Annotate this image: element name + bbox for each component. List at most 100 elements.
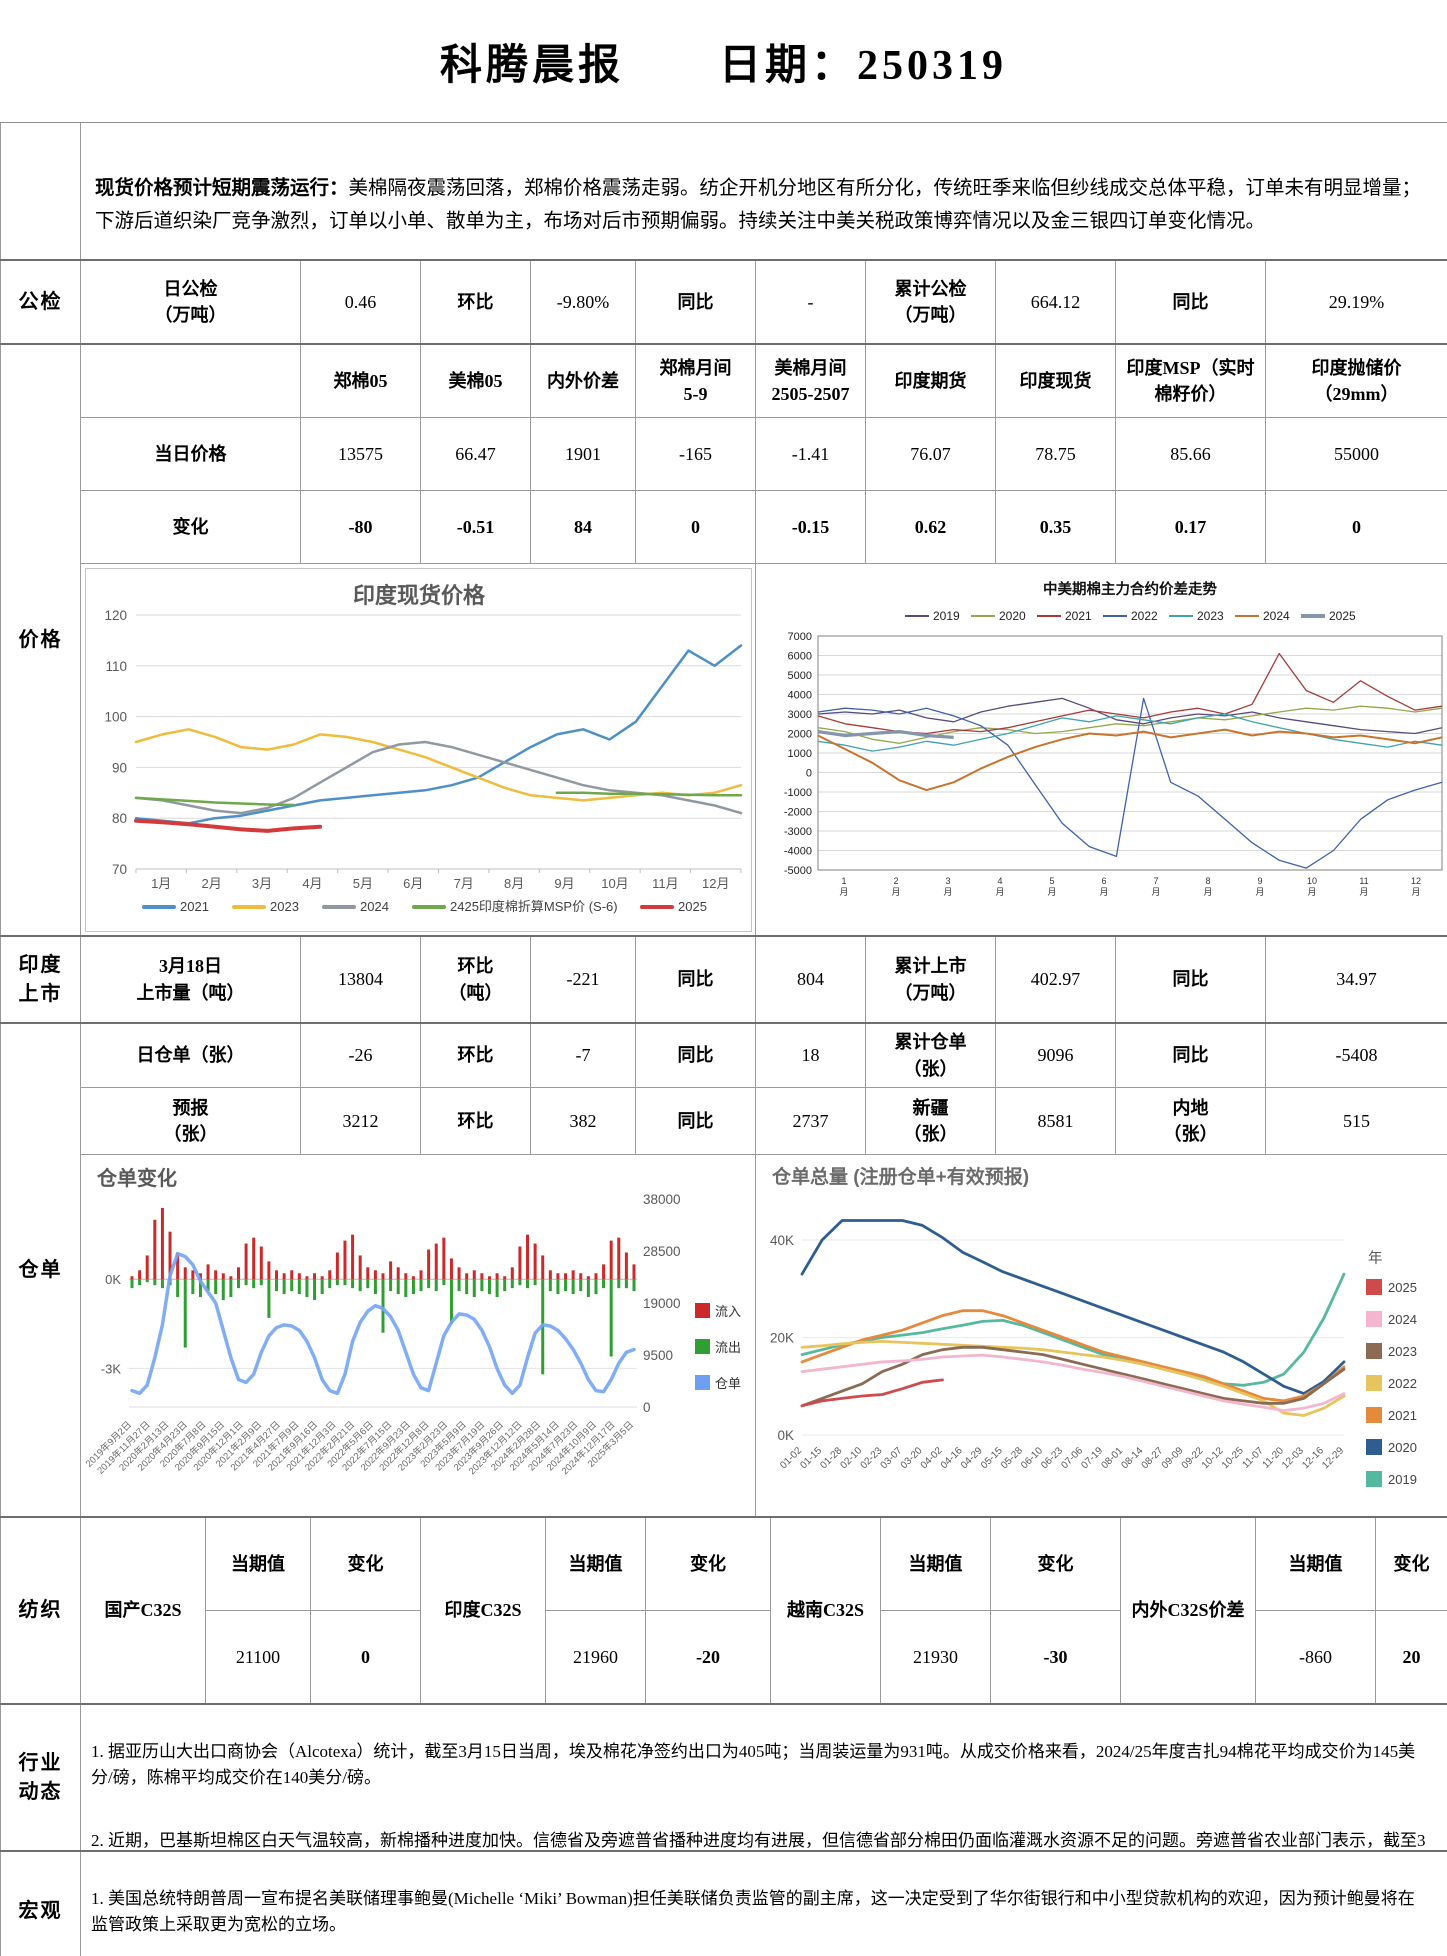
daily-receipt-value: -26 <box>300 1024 420 1087</box>
svg-text:11-07: 11-07 <box>1240 1445 1266 1471</box>
svg-text:-2000: -2000 <box>784 807 812 819</box>
cn-us-spread-chart: 中美期棉主力合约价差走势 2019 2020 2021 2022 2023 2024 2025… <box>755 563 1447 935</box>
cum-receipt-yoy-label: 同比 <box>1115 1024 1265 1087</box>
svg-text:3: 3 <box>945 876 950 886</box>
industry-news-item-2: 2. 近期，巴基斯坦棉区白天气温较高，新棉播种进度加快。信德省及旁遮普省播种进度… <box>91 1831 1426 1850</box>
svg-text:印度现货价格: 印度现货价格 <box>353 583 486 608</box>
india-spot-chart: 印度现货价格 70 80 90 100 110 120 1月 2月 3月 4月 5月 6月 7月 8月 9月 1… <box>80 563 755 935</box>
svg-text:12-03: 12-03 <box>1280 1445 1306 1471</box>
col-india-reserve: 印度抛储价 （29mm） <box>1265 345 1447 417</box>
svg-text:05-15: 05-15 <box>979 1445 1005 1471</box>
svg-text:3000: 3000 <box>788 709 812 721</box>
change-meimian-calendar: -0.15 <box>755 490 865 563</box>
intro-spacer <box>0 123 80 259</box>
svg-text:01-28: 01-28 <box>818 1445 844 1471</box>
svg-text:2024: 2024 <box>1388 1312 1417 1327</box>
svg-text:8月: 8月 <box>504 876 524 891</box>
macro-section: 宏观 1. 美国总统特朗普周一宣布提名美联储理事鲍曼(Michelle ‘Mik… <box>0 1850 1447 1956</box>
price-section: 价格 郑棉05 美棉05 内外价差 郑棉月间 5-9 美棉月间 2505-250… <box>0 343 1447 935</box>
svg-text:2025: 2025 <box>678 899 707 914</box>
industry-news-item-1: 1. 据亚历山大出口商协会（Alcotexa）统计，截至3月15日当周，埃及棉花… <box>91 1741 1416 1787</box>
cum-inspection-yoy-label: 同比 <box>1115 261 1265 343</box>
inspection-yoy-label: 同比 <box>635 261 755 343</box>
xinjiang-value: 8581 <box>995 1087 1115 1154</box>
svg-text:09-22: 09-22 <box>1180 1445 1206 1471</box>
india-spot-chart-canvas: 印度现货价格 70 80 90 100 110 120 1月 2月 3月 4月 5月 6月 7月 8月 9月 1… <box>85 568 752 932</box>
svg-text:2023: 2023 <box>1197 609 1224 623</box>
vietnam-change-header: 变化 <box>990 1518 1120 1610</box>
intro-lead: 现货价格预计短期震荡运行： <box>95 178 349 200</box>
svg-text:2021: 2021 <box>180 899 209 914</box>
vietnam-current-header: 当期值 <box>880 1518 990 1610</box>
col-india-spot: 印度现货 <box>995 345 1115 417</box>
sidebar-label-textile: 纺织 <box>0 1518 80 1703</box>
cum-receipt-label: 累计仓单 （张） <box>865 1024 995 1087</box>
svg-text:10: 10 <box>1307 876 1317 886</box>
vietnam-current-value: 21930 <box>880 1610 990 1703</box>
svg-text:2000: 2000 <box>788 729 812 741</box>
svg-text:09-09: 09-09 <box>1160 1445 1186 1471</box>
sidebar-label-industry-news: 行业 动态 <box>0 1705 80 1850</box>
today-inout-spread: 1901 <box>530 417 635 490</box>
svg-text:12-29: 12-29 <box>1320 1445 1346 1471</box>
change-zhengmian-calendar: 0 <box>635 490 755 563</box>
daily-inspection-value: 0.46 <box>300 261 420 343</box>
col-meimian-calendar: 美棉月间 2505-2507 <box>755 345 865 417</box>
india-arrival-mom-value: -221 <box>530 937 635 1022</box>
svg-text:03-07: 03-07 <box>879 1445 905 1471</box>
svg-text:2025: 2025 <box>1388 1280 1417 1295</box>
cum-receipt-yoy-value: -5408 <box>1265 1024 1447 1087</box>
svg-text:5000: 5000 <box>788 670 812 682</box>
svg-text:2023: 2023 <box>270 899 299 914</box>
svg-text:2020: 2020 <box>999 609 1026 623</box>
india-current-value: 21960 <box>545 1610 645 1703</box>
macro-item-1: 1. 美国总统特朗普周一宣布提名美联储理事鲍曼(Michelle ‘Miki’ … <box>91 1888 1415 1934</box>
inspection-section: 公检 日公检 （万吨） 0.46 环比 -9.80% 同比 - 累计公检 （万吨… <box>0 259 1447 343</box>
report-title: 科腾晨报 <box>439 42 624 89</box>
intro-paragraph: 现货价格预计短期震荡运行：美棉隔夜震荡回落，郑棉价格震荡走弱。纺企开机分地区有所… <box>80 123 1447 259</box>
svg-text:-5000: -5000 <box>784 865 812 877</box>
svg-text:5: 5 <box>1049 876 1054 886</box>
svg-text:2024: 2024 <box>360 899 389 914</box>
svg-text:06-10: 06-10 <box>1019 1445 1045 1471</box>
svg-text:19000: 19000 <box>643 1296 681 1311</box>
india-change-value: -20 <box>645 1610 770 1703</box>
receipt-mom-value: -7 <box>530 1024 635 1087</box>
change-india-msp: 0.17 <box>1115 490 1265 563</box>
report-date: 日期：250319 <box>719 42 1008 89</box>
receipt-yoy-label: 同比 <box>635 1024 755 1087</box>
svg-text:90: 90 <box>112 760 127 775</box>
change-label: 变化 <box>80 490 300 563</box>
today-india-spot: 78.75 <box>995 417 1115 490</box>
svg-text:仓单: 仓单 <box>715 1376 741 1391</box>
today-meimian-calendar: -1.41 <box>755 417 865 490</box>
svg-text:9: 9 <box>1257 876 1262 886</box>
svg-text:6月: 6月 <box>403 876 423 891</box>
forecast-mom-label: 环比 <box>420 1087 530 1154</box>
svg-text:2月: 2月 <box>202 876 222 891</box>
india-cum-yoy-label: 同比 <box>1115 937 1265 1022</box>
spread-change-value: 20 <box>1375 1610 1447 1703</box>
svg-text:9月: 9月 <box>554 876 574 891</box>
today-zhengmian05: 13575 <box>300 417 420 490</box>
c32s-spread-label: 内外C32S价差 <box>1120 1518 1255 1703</box>
neidi-value: 515 <box>1265 1087 1447 1154</box>
svg-text:0: 0 <box>806 768 812 780</box>
daily-inspection-label: 日公检 （万吨） <box>80 261 300 343</box>
svg-text:2023: 2023 <box>1388 1344 1417 1359</box>
price-corner-cell <box>80 345 300 417</box>
svg-text:6000: 6000 <box>788 651 812 663</box>
intro-section: 现货价格预计短期震荡运行：美棉隔夜震荡回落，郑棉价格震荡走弱。纺企开机分地区有所… <box>0 122 1447 259</box>
svg-text:0K: 0K <box>105 1272 121 1287</box>
svg-text:月: 月 <box>1255 887 1264 897</box>
svg-text:10-25: 10-25 <box>1220 1445 1246 1471</box>
svg-text:月: 月 <box>891 887 900 897</box>
change-india-futures: 0.62 <box>865 490 995 563</box>
svg-text:12-16: 12-16 <box>1300 1445 1326 1471</box>
svg-text:120: 120 <box>104 608 127 623</box>
svg-text:03-20: 03-20 <box>899 1445 925 1471</box>
svg-text:2025: 2025 <box>1329 609 1356 623</box>
cum-inspection-value: 664.12 <box>995 261 1115 343</box>
industry-news-body: 1. 据亚历山大出口商协会（Alcotexa）统计，截至3月15日当周，埃及棉花… <box>80 1705 1447 1850</box>
svg-text:-4000: -4000 <box>784 846 812 858</box>
